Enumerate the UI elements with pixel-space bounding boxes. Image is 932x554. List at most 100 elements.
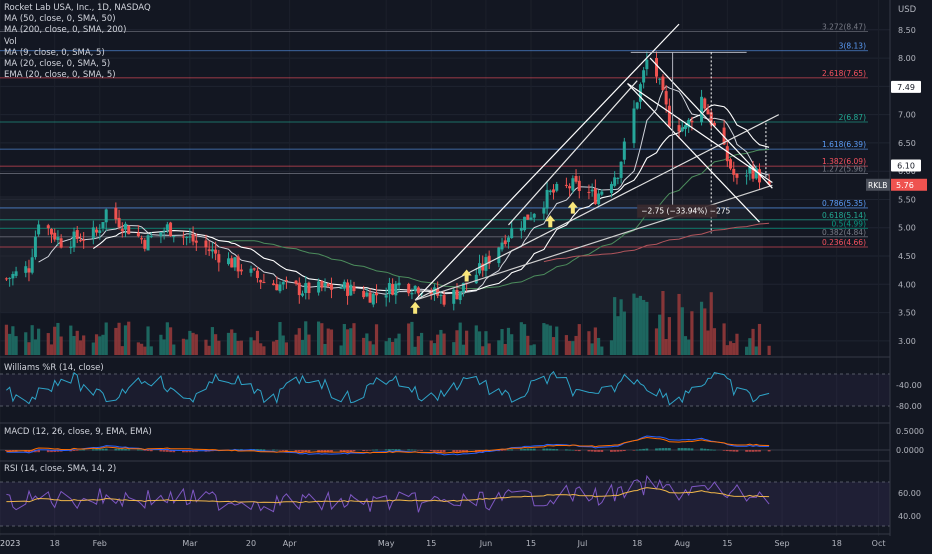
volume-bar	[767, 345, 771, 355]
legend-ema20[interactable]: EMA (20, close, 0, SMA, 5)	[4, 70, 116, 81]
volume-bar	[574, 335, 578, 355]
candle-body	[181, 236, 185, 238]
candle-body	[4, 278, 8, 280]
volume-bar	[323, 343, 327, 355]
candle-body	[416, 287, 420, 294]
macd-histogram-bar	[523, 448, 526, 451]
symbol-title[interactable]: Rocket Lab USA, Inc., 1D, NASDAQ	[4, 3, 151, 13]
macd-line	[6, 435, 770, 456]
candle-body	[564, 184, 568, 186]
volume-bar	[252, 340, 256, 355]
candle-body	[249, 268, 253, 273]
macd-tick: 0.5000	[896, 427, 924, 436]
macd-histogram-bar	[452, 450, 456, 453]
volume-bar	[551, 337, 556, 355]
legend-ma20[interactable]: MA (20, close, 0, SMA, 5)	[4, 59, 111, 70]
candle-body	[712, 122, 716, 126]
macd-histogram-bar	[664, 447, 668, 451]
volume-bar	[609, 340, 614, 355]
fib-level-label: 0.786(5.35)	[822, 199, 866, 208]
time-tick-label: 20	[246, 539, 256, 548]
macd-histogram-bar	[684, 448, 687, 451]
candle-body	[413, 285, 417, 291]
volume-bar	[33, 339, 37, 355]
price-tags: 7.49 6.10 RKLB 5.76	[866, 80, 927, 191]
volume-bar	[349, 328, 353, 355]
williams-label[interactable]: Williams %R (14, close)	[4, 363, 104, 373]
candle-body	[169, 222, 173, 237]
measure-label: −2.75 (−33.94%) −275	[641, 207, 730, 216]
macd-histogram-bar	[5, 450, 8, 452]
legend-ma9[interactable]: MA (9, close, 0, SMA, 5)	[4, 47, 105, 58]
macd-histogram-bar	[120, 448, 124, 451]
macd-histogram-bar	[365, 450, 369, 451]
candle-body	[53, 232, 57, 240]
macd-histogram-bar	[149, 450, 153, 452]
volume-bar	[127, 321, 131, 355]
candle-body	[143, 240, 147, 249]
candle-body	[690, 120, 694, 123]
volume-bar	[687, 339, 691, 355]
candle-body	[114, 207, 118, 220]
macd-histogram-bar	[416, 450, 420, 451]
candle-body	[368, 292, 372, 303]
candle-body	[159, 232, 163, 237]
macd-histogram-bar	[397, 449, 401, 451]
macd-tick: 0.0000	[896, 446, 924, 455]
candle-body	[297, 282, 301, 296]
volume-bar	[162, 339, 166, 355]
volume-bar	[709, 292, 713, 355]
volume-bar	[503, 343, 507, 355]
macd-histogram-bar	[375, 449, 378, 451]
fib-level-label: 0.5(4.99)	[832, 219, 867, 228]
candle-body	[120, 228, 124, 232]
downtrend-channel-lower	[627, 83, 760, 223]
volume-bar	[191, 332, 195, 355]
legend-ma200[interactable]: MA (200, close, 0, SMA, 200)	[4, 25, 127, 36]
macd-histogram-bar	[413, 449, 417, 451]
volume-bar	[722, 323, 726, 355]
legend-vol[interactable]: Vol	[4, 36, 17, 47]
candle-body	[748, 165, 752, 174]
macd-histogram-bar	[410, 449, 414, 451]
macd-label[interactable]: MACD (12, 26, close, 9, EMA, EMA)	[4, 427, 152, 437]
price-tick-label: 3.00	[898, 337, 916, 346]
macd-histogram-bar	[339, 450, 343, 453]
candle-body	[613, 177, 617, 186]
macd-histogram-bar	[326, 450, 330, 453]
volume-bar	[278, 322, 282, 355]
macd-histogram-bar	[169, 450, 172, 453]
volume-bar	[149, 346, 153, 355]
volume-bar	[123, 325, 128, 355]
candle-body	[735, 173, 739, 178]
volume-bar	[365, 333, 369, 355]
legend-ma50[interactable]: MA (50, close, 0, SMA, 50)	[4, 14, 116, 25]
indicator-legend: Rocket Lab USA, Inc., 1D, NASDAQ MA (50,…	[4, 3, 151, 81]
macd-histogram-bar	[275, 449, 279, 451]
candle-body	[500, 242, 504, 250]
volume-bar	[143, 346, 147, 355]
candle-body	[210, 249, 214, 252]
macd-histogram-bar	[101, 448, 105, 451]
volume-bar	[297, 328, 301, 355]
candle-body	[548, 190, 552, 193]
volume-bar	[600, 346, 604, 355]
macd-histogram-bar	[37, 450, 41, 453]
candle-body	[69, 246, 73, 249]
candle-body	[149, 235, 153, 238]
candle-body	[146, 235, 150, 251]
drawings[interactable]: −2.75 (−33.94%) −275	[410, 23, 780, 314]
macd-histogram-bar	[510, 449, 514, 451]
fib-level-label: 0.382(4.84)	[822, 228, 866, 237]
time-tick-label: Feb	[93, 539, 107, 548]
rsi-label[interactable]: RSI (14, close, SMA, 14, 2)	[4, 464, 117, 474]
up-arrow-marker	[461, 269, 472, 282]
candle-body	[436, 288, 440, 296]
volume-bar	[474, 325, 478, 355]
macd-histogram-bar	[352, 450, 356, 452]
volume-bar	[255, 330, 260, 355]
candle-body	[255, 270, 259, 278]
candle-body	[497, 247, 501, 264]
